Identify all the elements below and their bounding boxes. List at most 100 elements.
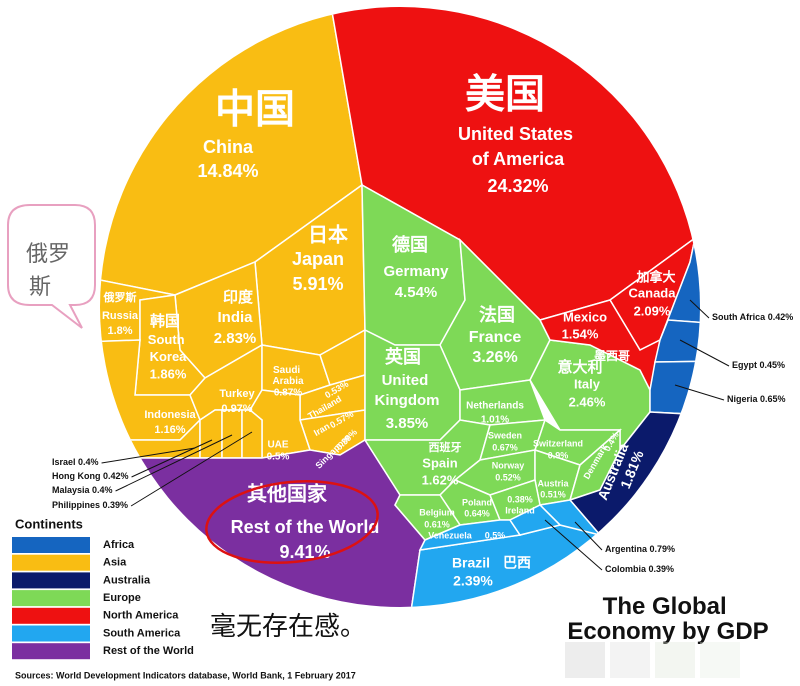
local-name: 韩国 — [150, 312, 180, 330]
country-name: Belgium — [419, 507, 455, 517]
red-scribble — [205, 479, 379, 565]
value-label: 3.85% — [386, 415, 429, 432]
comment: 毫无存在感。 — [210, 612, 366, 642]
country-cell — [199, 409, 223, 459]
country-name: Poland — [462, 497, 492, 507]
legend-swatch — [12, 572, 90, 589]
watermark-tile — [610, 642, 650, 678]
local-name: 意大利 — [557, 358, 602, 376]
value-label: 0.9% — [548, 450, 569, 460]
title: The Global Economy by GDP — [567, 593, 768, 645]
outside-label: Nigeria 0.65% — [727, 394, 786, 404]
value-label: 0.4% — [92, 485, 113, 495]
leader-line — [674, 384, 725, 401]
legend-label: Australia — [103, 574, 151, 586]
country-name: France — [469, 329, 522, 346]
local-name: 美国 — [465, 73, 545, 117]
legend-label: Europe — [103, 592, 141, 604]
country-name: Sweden — [488, 430, 522, 440]
value-label: 1.54% — [562, 326, 599, 341]
country-name: Turkey — [219, 388, 255, 400]
watermark-tile — [700, 642, 740, 678]
value-label: 1.86% — [150, 366, 187, 381]
local-name: 墨西哥 — [594, 349, 630, 363]
local-name: 其他国家 — [247, 481, 328, 505]
leader-line — [115, 434, 233, 492]
legend-swatch — [12, 590, 90, 607]
value-label: 0.51% — [540, 489, 566, 499]
country-name: Switzerland — [533, 438, 583, 448]
country-cell — [508, 504, 562, 536]
country-name: Mexico — [563, 309, 607, 324]
legend-label: Asia — [103, 557, 127, 569]
legend-swatch — [12, 625, 90, 642]
country-name: Philippines — [52, 500, 100, 510]
country-name: Netherlands — [466, 401, 524, 412]
outside-label: Hong Kong 0.42% — [52, 471, 129, 481]
value-label: 0.79% — [650, 544, 676, 554]
leader-line — [130, 431, 253, 507]
legend-label: North America — [103, 610, 179, 622]
legend-swatch — [12, 554, 90, 571]
country-name: Malaysia — [52, 485, 91, 495]
country-name: India — [217, 309, 253, 326]
value-label: 1.62% — [422, 472, 459, 487]
local-name: 俄罗斯 — [103, 290, 137, 304]
country-name: Austria — [537, 478, 569, 488]
country-name: Spain — [422, 455, 457, 470]
value-label: 0.42% — [768, 312, 794, 322]
local-name: 德国 — [392, 234, 428, 255]
value-label: 2.46% — [569, 394, 606, 409]
country-name: Colombia — [605, 564, 647, 574]
legend-title: Continents — [15, 516, 83, 531]
value-label: 14.84% — [197, 161, 258, 181]
country-name: Germany — [383, 263, 449, 280]
watermark — [565, 642, 740, 678]
value-label: 1.16% — [154, 424, 185, 436]
local-name: 法国 — [479, 304, 515, 325]
value-label: 4.54% — [395, 284, 438, 301]
value-label: 0.39% — [649, 564, 675, 574]
country-name: Hong Kong — [52, 471, 101, 481]
country-name: Brazil — [452, 555, 490, 571]
leader-line — [101, 447, 196, 464]
labels: 中国 China 14.84% 美国 United States of America 2… — [52, 73, 793, 589]
value-label: 0.64% — [464, 508, 490, 518]
watermark-tile — [565, 642, 605, 678]
country-name: Israel — [52, 457, 76, 467]
local-name: 巴西 — [503, 555, 531, 571]
leader-line — [679, 339, 730, 367]
legend-label: Africa — [103, 539, 135, 551]
country-name: Italy — [574, 376, 601, 391]
local-name: 英国 — [384, 346, 421, 367]
outside-label: Colombia 0.39% — [605, 564, 674, 574]
leader-line — [574, 521, 603, 551]
value-label: 2.39% — [453, 573, 493, 589]
local-name: 西班牙 — [429, 440, 462, 454]
value-label: 1.01% — [481, 415, 509, 426]
leader-line — [544, 519, 603, 571]
outside-label: Israel 0.4% — [52, 457, 99, 467]
country-name: South Korea — [148, 332, 188, 364]
outside-label: Philippines 0.39% — [52, 500, 128, 510]
country-cell — [241, 409, 263, 459]
country-name: Russia — [102, 310, 139, 322]
value-label: 0.4% — [78, 457, 99, 467]
local-name: 印度 — [223, 288, 254, 306]
value-label: 0.38% — [507, 494, 533, 504]
value-label: 0.97% — [221, 403, 252, 415]
country-name: Ireland — [505, 505, 535, 515]
country-name: Norway — [492, 460, 525, 470]
country-name: Japan — [292, 249, 344, 269]
value-label: 0.52% — [495, 472, 521, 482]
legend-label: Rest of the World — [103, 645, 194, 657]
value-label: 0.42% — [103, 471, 129, 481]
value-label: 2.09% — [634, 303, 671, 318]
value-label: 0.39% — [103, 500, 129, 510]
country-name: Nigeria — [727, 394, 759, 404]
country-name: UAE — [267, 440, 288, 451]
value-label: 1.8% — [107, 325, 132, 337]
value-label: 0.65% — [760, 394, 786, 404]
watermark-tile — [655, 642, 695, 678]
